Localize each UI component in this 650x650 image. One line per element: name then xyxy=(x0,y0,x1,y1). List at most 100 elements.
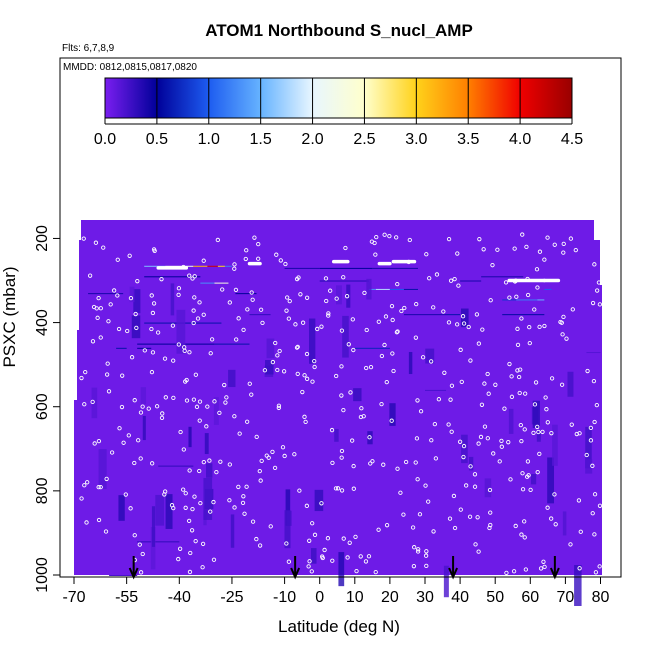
heatmap-cell xyxy=(217,265,225,267)
y-tick-label: 800 xyxy=(34,477,51,504)
sample-marker xyxy=(457,439,463,444)
sample-marker xyxy=(590,300,596,306)
sample-marker xyxy=(275,353,280,358)
sample-marker xyxy=(334,296,339,301)
sample-marker xyxy=(452,277,457,282)
sample-marker xyxy=(236,484,241,490)
sample-marker xyxy=(349,438,355,443)
sample-marker xyxy=(197,468,202,474)
sample-marker xyxy=(304,351,310,357)
sample-marker xyxy=(413,460,418,465)
sample-marker xyxy=(254,434,259,440)
x-tick-label: 60 xyxy=(521,589,539,606)
sample-marker xyxy=(411,564,417,569)
sample-marker xyxy=(592,419,597,425)
sample-marker xyxy=(533,380,539,385)
sample-marker xyxy=(329,427,335,433)
heatmap-cell xyxy=(375,288,390,290)
sample-marker xyxy=(520,471,525,476)
sample-marker xyxy=(513,278,518,283)
sample-marker xyxy=(597,564,602,569)
sample-marker xyxy=(132,460,137,466)
sample-marker xyxy=(516,374,522,380)
sample-marker xyxy=(281,369,287,374)
sample-marker xyxy=(481,247,486,252)
heatmap-streak xyxy=(468,456,474,471)
sample-marker xyxy=(283,261,288,267)
sample-marker xyxy=(275,367,280,373)
sample-marker xyxy=(424,549,429,554)
sample-marker xyxy=(176,292,181,297)
sample-marker xyxy=(232,505,237,510)
heatmap-streak xyxy=(508,408,514,434)
sample-marker xyxy=(214,469,219,475)
x-axis-label: Latitude (deg N) xyxy=(278,617,400,636)
sample-marker xyxy=(142,348,147,353)
sample-marker xyxy=(294,276,300,282)
sample-marker xyxy=(244,484,249,489)
colorbar-tick-label: 3.5 xyxy=(457,131,479,148)
sample-marker xyxy=(257,543,263,548)
sample-marker xyxy=(485,436,490,441)
sample-marker xyxy=(361,414,366,419)
heatmap-streak xyxy=(98,449,107,489)
sample-marker xyxy=(140,404,145,409)
sample-marker xyxy=(474,312,480,317)
sample-marker xyxy=(499,444,504,449)
sample-marker xyxy=(191,320,196,326)
sample-marker xyxy=(150,310,156,316)
x-tick-label: 40 xyxy=(451,589,469,606)
heatmap-cell xyxy=(319,280,369,282)
sample-marker xyxy=(90,339,96,344)
sample-marker xyxy=(137,542,142,547)
colorbar-gradient xyxy=(104,77,573,119)
heatmap-cell xyxy=(446,314,461,316)
sample-marker xyxy=(212,399,217,404)
sample-marker xyxy=(345,555,350,560)
sample-marker xyxy=(341,275,346,280)
sample-marker xyxy=(132,398,137,403)
sample-marker xyxy=(116,326,122,332)
sample-marker xyxy=(224,395,229,400)
sample-marker xyxy=(312,532,318,537)
sample-marker xyxy=(362,290,367,296)
sample-marker xyxy=(394,235,399,240)
sample-marker xyxy=(418,409,424,414)
sample-marker xyxy=(434,272,440,277)
sample-marker xyxy=(149,326,154,332)
sample-marker xyxy=(222,382,227,388)
sample-marker xyxy=(232,262,237,267)
sample-marker xyxy=(570,307,575,312)
sample-marker xyxy=(323,276,329,281)
sample-marker xyxy=(278,258,283,263)
sample-marker xyxy=(187,569,193,575)
sample-marker xyxy=(84,520,89,525)
sample-marker xyxy=(123,492,128,497)
sample-marker xyxy=(451,493,457,499)
sample-marker xyxy=(244,248,249,253)
sample-marker xyxy=(343,245,348,251)
sample-marker xyxy=(227,498,232,503)
sample-marker xyxy=(176,286,182,291)
sample-marker xyxy=(389,418,394,423)
sample-marker xyxy=(455,251,460,256)
sample-marker xyxy=(341,407,346,413)
sample-marker xyxy=(414,436,420,441)
sample-marker xyxy=(485,371,490,377)
sample-marker xyxy=(383,314,389,319)
colorbar-tick-label: 1.5 xyxy=(250,131,272,148)
sample-marker xyxy=(181,264,186,270)
sample-marker xyxy=(286,559,292,564)
y-tick-label: 1000 xyxy=(34,557,51,593)
x-tick-label: 30 xyxy=(416,589,434,606)
sample-marker xyxy=(531,430,536,435)
x-tick-label: -40 xyxy=(168,589,191,606)
sample-marker xyxy=(192,295,197,300)
sample-marker xyxy=(285,295,290,300)
colorbar-tick-label: 3.0 xyxy=(405,131,427,148)
sample-marker xyxy=(536,429,541,435)
sample-marker xyxy=(208,351,213,356)
heatmap-streak xyxy=(118,495,125,521)
sample-marker xyxy=(319,501,324,506)
sample-marker xyxy=(133,311,138,317)
